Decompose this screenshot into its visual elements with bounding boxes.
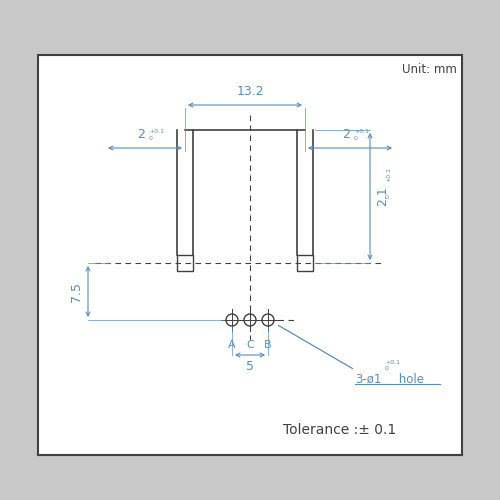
Text: +0.1: +0.1 [386, 166, 391, 182]
Text: Unit: mm: Unit: mm [402, 63, 457, 76]
Text: +0.1: +0.1 [385, 360, 400, 365]
Text: 2.1: 2.1 [376, 186, 389, 206]
Bar [177, 255, 193, 271]
Text: 7.5: 7.5 [70, 282, 83, 302]
Text: 0: 0 [354, 136, 358, 141]
Bar [297, 255, 313, 271]
Text: A: A [228, 340, 236, 350]
Text: 5: 5 [246, 360, 254, 373]
Text: 0: 0 [386, 194, 391, 198]
Text: 2: 2 [342, 128, 350, 141]
Text: +0.1: +0.1 [354, 129, 369, 134]
Text: Tolerance :± 0.1: Tolerance :± 0.1 [284, 423, 397, 437]
Text: 13.2: 13.2 [236, 85, 264, 98]
Text: hole: hole [395, 373, 424, 386]
Text: 2: 2 [137, 128, 145, 141]
Bar [38, 55, 462, 455]
Text: 0: 0 [149, 136, 153, 141]
Text: +0.1: +0.1 [149, 129, 164, 134]
Text: C: C [246, 340, 254, 350]
Text: 0: 0 [385, 366, 389, 371]
Text: 3-ø1: 3-ø1 [355, 373, 382, 386]
Text: B: B [264, 340, 272, 350]
